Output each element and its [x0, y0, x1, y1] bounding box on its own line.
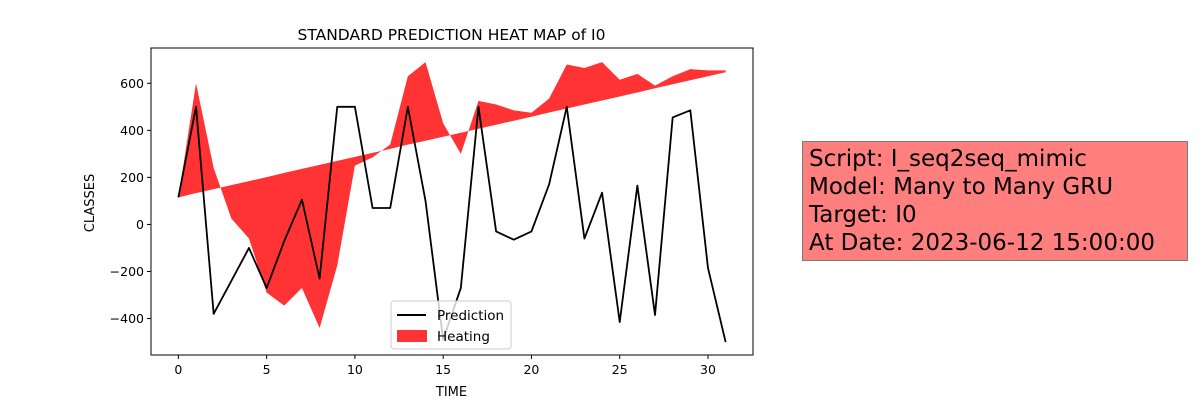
y-tick-label: 0: [136, 217, 144, 232]
axes-frame: [150, 47, 754, 356]
legend: Prediction Heating: [390, 300, 512, 350]
y-tick-label: 400: [120, 123, 144, 138]
x-tick-label: 30: [700, 362, 716, 377]
axis-ticks: 0 5 10 15 20 25 30 −400 −200 0 200 400 600: [110, 76, 716, 377]
y-tick-label: 600: [120, 76, 144, 91]
x-tick-label: 20: [523, 362, 539, 377]
info-target: Target: I0: [809, 202, 917, 228]
x-tick-label: 25: [612, 362, 628, 377]
legend-swatch-heating: [397, 330, 427, 342]
y-tick-label: 200: [120, 170, 144, 185]
info-box: Script: I_seq2seq_mimic Model: Many to M…: [802, 141, 1188, 261]
info-date: At Date: 2023-06-12 15:00:00: [809, 230, 1155, 256]
info-model: Model: Many to Many GRU: [809, 174, 1114, 200]
x-tick-label: 15: [435, 362, 451, 377]
info-script: Script: I_seq2seq_mimic: [809, 146, 1087, 172]
chart-title: STANDARD PREDICTION HEAT MAP of I0: [298, 26, 606, 44]
x-tick-label: 5: [263, 362, 271, 377]
x-axis-label: TIME: [435, 385, 467, 400]
heating-area: [178, 62, 726, 328]
y-tick-label: −400: [110, 311, 144, 326]
plot-area: [177, 62, 727, 343]
y-axis-label: CLASSES: [83, 174, 98, 232]
legend-label-heating: Heating: [437, 329, 490, 345]
legend-label-prediction: Prediction: [437, 308, 504, 324]
x-tick-label: 0: [174, 362, 182, 377]
y-tick-label: −200: [110, 264, 144, 279]
x-tick-label: 10: [347, 362, 363, 377]
